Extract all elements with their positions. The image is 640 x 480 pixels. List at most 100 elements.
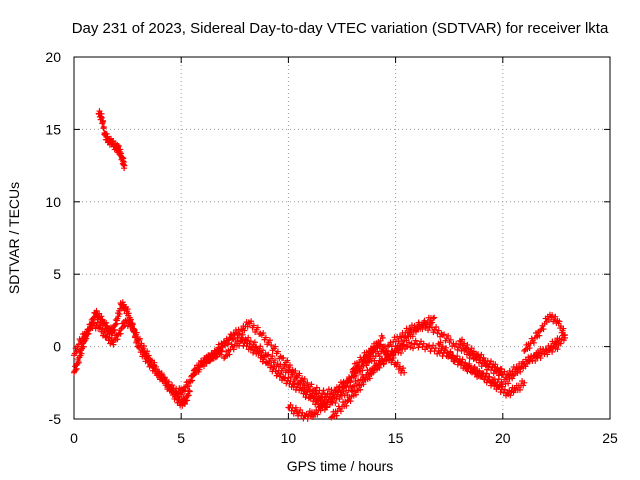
data-point — [250, 322, 257, 329]
data-point — [320, 387, 327, 394]
data-point — [289, 366, 296, 373]
data-point — [526, 345, 533, 352]
data-point — [280, 354, 287, 361]
y-tick-label: 20 — [45, 49, 61, 65]
data-point — [401, 369, 408, 376]
data-point — [447, 336, 454, 343]
data-point — [403, 337, 410, 344]
data-point — [158, 370, 165, 377]
data-point — [131, 326, 138, 333]
data-point — [498, 371, 505, 378]
data-point — [261, 353, 268, 360]
data-point — [218, 348, 225, 355]
y-axis-label: SDTVAR / TECUs — [6, 182, 22, 294]
data-point — [265, 351, 272, 358]
data-point — [85, 330, 92, 337]
data-point — [430, 315, 437, 322]
data-point — [397, 349, 404, 356]
data-point — [110, 137, 117, 144]
data-point — [117, 330, 124, 337]
data-point — [412, 337, 419, 344]
data-point — [118, 150, 125, 157]
data-point — [430, 342, 437, 349]
data-point — [516, 386, 523, 393]
data-point — [248, 318, 255, 325]
data-point — [379, 334, 386, 341]
data-point — [161, 374, 168, 381]
data-point — [222, 342, 229, 349]
data-point — [404, 343, 411, 350]
data-point — [299, 375, 306, 382]
data-point — [380, 343, 387, 350]
data-point — [447, 348, 454, 355]
data-point — [431, 314, 438, 321]
data-point — [296, 370, 303, 377]
data-point — [483, 379, 490, 386]
data-point — [560, 325, 567, 332]
data-point — [424, 343, 431, 350]
data-point — [549, 348, 556, 355]
data-point — [509, 375, 516, 382]
data-point — [411, 341, 418, 348]
data-point — [203, 353, 210, 360]
data-point — [208, 351, 215, 358]
plot-frame — [73, 56, 611, 420]
data-point — [437, 339, 444, 346]
data-point — [409, 333, 416, 340]
data-point — [312, 401, 319, 408]
series-track-b — [71, 317, 225, 400]
x-tick-label: 0 — [70, 430, 78, 446]
data-point — [549, 312, 556, 319]
data-point — [360, 362, 367, 369]
data-point — [192, 369, 199, 376]
data-point — [257, 343, 264, 350]
data-point — [324, 390, 331, 397]
x-tick-label: 5 — [177, 430, 185, 446]
data-point — [256, 348, 263, 355]
data-point — [387, 352, 394, 359]
data-point — [126, 317, 133, 324]
data-point — [414, 340, 421, 347]
data-point — [275, 367, 282, 374]
data-point — [185, 382, 192, 389]
data-point — [433, 324, 440, 331]
data-point — [295, 381, 302, 388]
data-point — [524, 360, 531, 367]
series-track-k — [521, 311, 568, 354]
data-point — [304, 415, 311, 422]
data-point — [236, 330, 243, 337]
data-point — [194, 365, 201, 372]
data-point — [214, 349, 221, 356]
data-point — [144, 348, 151, 355]
data-point — [292, 367, 299, 374]
x-tick-label: 25 — [602, 430, 618, 446]
data-point — [268, 362, 275, 369]
data-point — [333, 412, 340, 419]
data-point — [100, 123, 107, 130]
data-point — [98, 114, 105, 121]
y-tick-label: 0 — [53, 339, 61, 355]
data-point — [227, 334, 234, 341]
data-point — [408, 340, 415, 347]
data-point — [254, 324, 261, 331]
data-point — [319, 390, 326, 397]
data-point — [432, 345, 439, 352]
data-point — [453, 340, 460, 347]
data-point — [561, 332, 568, 339]
data-point — [425, 327, 432, 334]
data-point — [554, 346, 561, 353]
data-point — [114, 336, 121, 343]
x-tick-label: 20 — [495, 430, 511, 446]
data-point — [497, 365, 504, 372]
data-point — [492, 380, 499, 387]
data-point — [75, 346, 82, 353]
data-point — [347, 398, 354, 405]
data-point — [494, 364, 501, 371]
data-point — [442, 344, 449, 351]
data-point — [226, 351, 233, 358]
data-point — [196, 363, 203, 370]
data-point — [445, 332, 452, 339]
data-point — [200, 363, 207, 370]
data-point — [321, 391, 328, 398]
data-point — [308, 381, 315, 388]
